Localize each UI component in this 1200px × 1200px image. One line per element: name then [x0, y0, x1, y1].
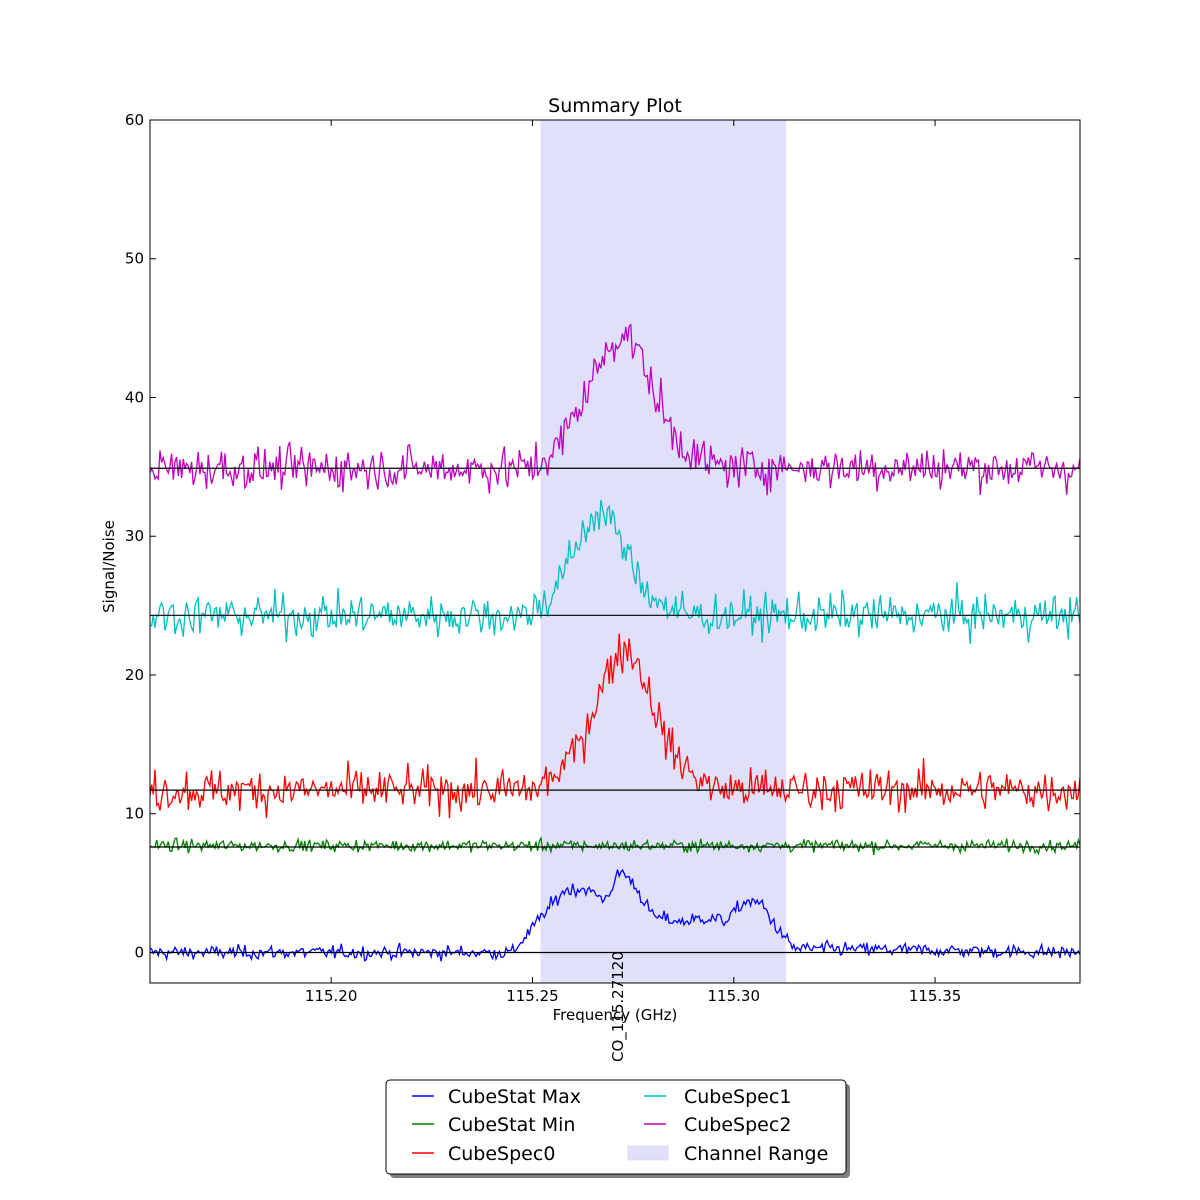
- x-axis-title: Frequency (GHz): [553, 1006, 678, 1024]
- plot-frame: [149, 119, 1081, 984]
- y-tick-label: 30: [125, 527, 144, 545]
- x-tick-label: 115.20: [305, 987, 358, 1005]
- legend: CubeStat Max CubeStat Min CubeSpec0 CubeSpe…: [385, 1079, 850, 1178]
- legend-label-2: CubeStat Min: [448, 1114, 575, 1136]
- legend-label-4: CubeSpec1: [684, 1086, 791, 1108]
- channel-range-band: [540, 120, 787, 983]
- series-line-1: [150, 868, 1080, 963]
- y-axis-title: Signal/Noise: [100, 520, 118, 613]
- chart-title: Summary Plot: [548, 95, 682, 117]
- legend-swatch-6: [627, 1145, 669, 1161]
- series-line-3: [150, 633, 1080, 819]
- series-line-2: [150, 835, 1080, 856]
- legend-label-1: CubeStat Max: [448, 1086, 581, 1108]
- y-tick-label: 10: [125, 805, 144, 823]
- line-marker-label: CO_115.27120: [609, 951, 628, 1062]
- legend-label-6: Channel Range: [684, 1143, 828, 1165]
- y-tick-label: 20: [125, 666, 144, 684]
- y-tick-label: 50: [125, 250, 144, 268]
- x-tick-label: 115.35: [909, 987, 962, 1005]
- series-line-5: [150, 323, 1080, 496]
- y-tick-label: 40: [125, 388, 144, 406]
- legend-label-3: CubeSpec0: [448, 1143, 555, 1165]
- y-tick-label: 0: [134, 943, 144, 961]
- series-line-4: [150, 499, 1080, 644]
- legend-box: [385, 1079, 847, 1175]
- legend-label-5: CubeSpec2: [684, 1114, 791, 1136]
- x-tick-label: 115.25: [506, 987, 559, 1005]
- x-tick-label: 115.30: [708, 987, 761, 1005]
- y-tick-label: 60: [125, 111, 144, 129]
